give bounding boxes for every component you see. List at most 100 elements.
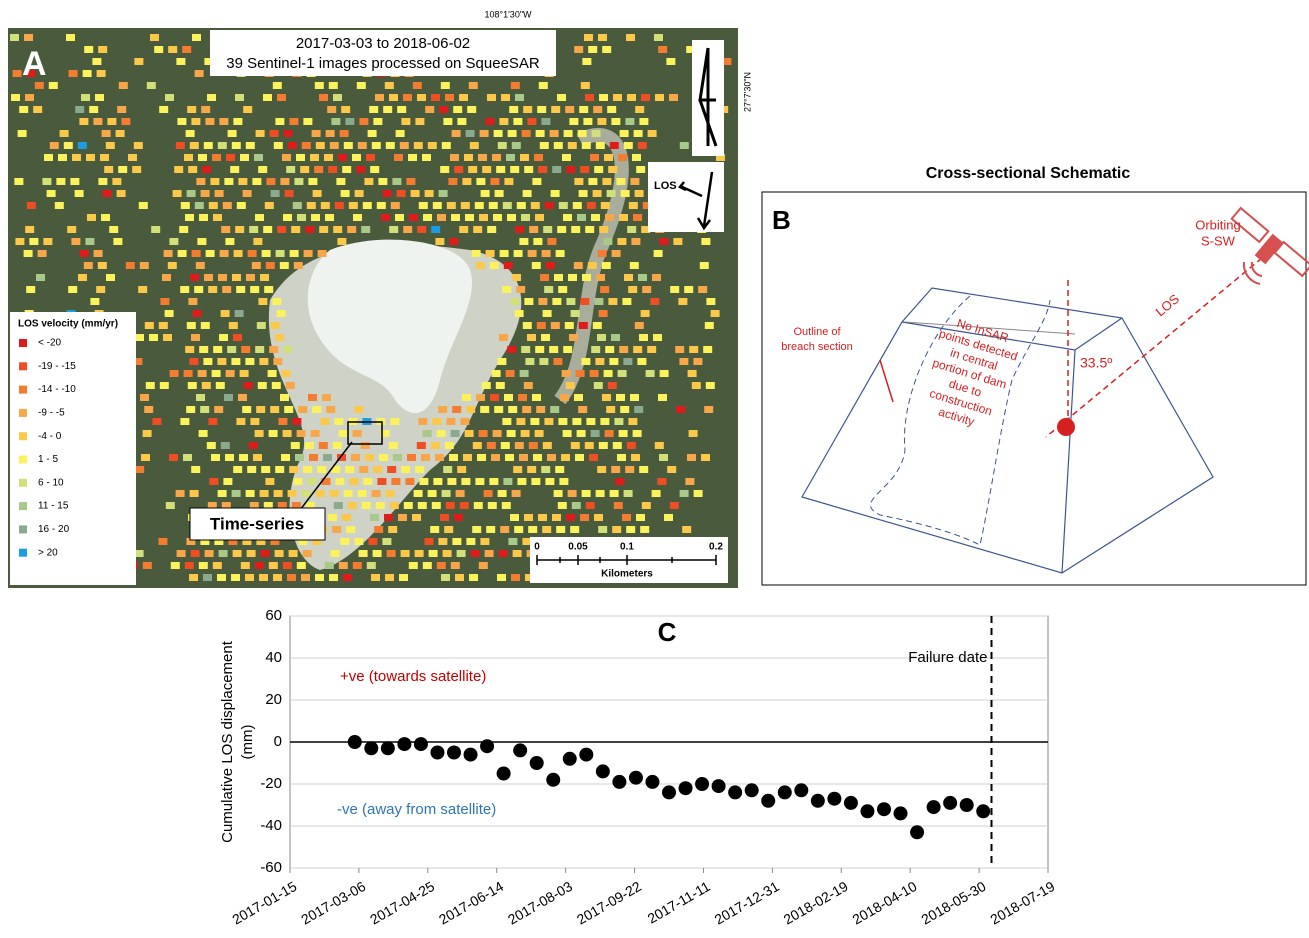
insar-point [513, 466, 523, 473]
insar-point [315, 490, 325, 497]
insar-point [218, 550, 228, 557]
insar-point [287, 490, 297, 497]
insar-point [98, 46, 108, 53]
insar-point [391, 478, 401, 485]
insar-point [478, 154, 487, 161]
insar-point [320, 202, 330, 209]
insar-point [371, 142, 381, 149]
legend-label: -19 - -15 [38, 361, 76, 372]
insar-point [533, 454, 542, 461]
insar-point [611, 118, 621, 125]
insar-point [519, 238, 529, 245]
insar-point [532, 178, 542, 185]
insar-point [659, 370, 669, 377]
insar-point [188, 298, 198, 305]
insar-point [480, 406, 490, 413]
insar-point [442, 550, 452, 557]
insar-point [387, 466, 397, 473]
insar-point [456, 550, 466, 557]
insar-point [399, 574, 408, 581]
insar-point [63, 142, 73, 149]
insar-point [266, 178, 276, 185]
insar-point [242, 190, 252, 197]
insar-point [444, 526, 454, 533]
insar-point [317, 250, 327, 257]
insar-point [375, 94, 384, 101]
insar-point [200, 538, 210, 545]
insar-point [206, 442, 216, 449]
insar-point [544, 418, 554, 425]
insar-point [452, 406, 462, 413]
data-point [662, 785, 676, 800]
insar-point [679, 490, 689, 497]
insar-point [68, 70, 78, 77]
insar-point [431, 226, 441, 233]
insar-point [640, 526, 650, 533]
insar-point [431, 94, 440, 101]
insar-point [596, 274, 605, 281]
insar-point [296, 154, 305, 161]
insar-point [417, 502, 427, 509]
insar-point [673, 238, 683, 245]
data-point [860, 804, 875, 819]
insar-point [393, 454, 402, 461]
insar-point [224, 178, 234, 185]
insar-point [687, 454, 696, 461]
insar-point [219, 250, 229, 257]
insar-point [306, 202, 316, 209]
insar-point [630, 394, 639, 401]
insar-point [205, 250, 215, 257]
insar-point [417, 94, 426, 101]
insar-point [625, 118, 635, 125]
insar-point [275, 250, 285, 257]
insar-point [570, 310, 580, 317]
insar-point [542, 526, 552, 533]
insar-point [664, 514, 673, 521]
insar-point [263, 94, 272, 101]
insar-point [11, 94, 20, 101]
insar-point [220, 310, 230, 317]
insar-point [48, 82, 58, 89]
insar-point [214, 406, 224, 413]
insar-point [259, 490, 269, 497]
insar-point [522, 538, 532, 545]
insar-point [319, 226, 329, 233]
insar-point [549, 130, 559, 137]
insar-point [343, 574, 352, 581]
insar-point [213, 214, 222, 221]
legend-label: 16 - 20 [38, 524, 70, 535]
insar-point [573, 262, 583, 269]
insar-point [268, 562, 278, 569]
insar-point [289, 250, 299, 257]
x-tick-label: 2018-04-10 [850, 878, 920, 928]
insar-point [557, 94, 566, 101]
insar-point [405, 478, 415, 485]
insar-point [290, 442, 300, 449]
data-point [579, 747, 594, 762]
insar-point [72, 154, 81, 161]
insar-point [117, 106, 127, 113]
insar-point [503, 478, 513, 485]
insar-point [598, 526, 608, 533]
insar-point [519, 454, 528, 461]
insar-point [158, 538, 168, 545]
insar-point [537, 106, 547, 113]
insar-point [569, 334, 578, 341]
legend-label: -9 - -5 [38, 408, 65, 419]
insar-point [431, 502, 441, 509]
insar-point [558, 202, 568, 209]
insar-point [367, 130, 377, 137]
insar-point [540, 274, 549, 281]
insar-point [545, 262, 555, 269]
insar-point [627, 226, 637, 233]
insar-point [195, 262, 205, 269]
x-tick-label: 2018-05-30 [918, 878, 988, 928]
insar-point [283, 214, 292, 221]
insar-point [271, 382, 281, 389]
insar-point [191, 250, 201, 257]
insar-point [165, 94, 174, 101]
insar-point [597, 118, 607, 125]
insar-point [459, 226, 469, 233]
insar-point [598, 310, 608, 317]
insar-point [618, 430, 628, 437]
